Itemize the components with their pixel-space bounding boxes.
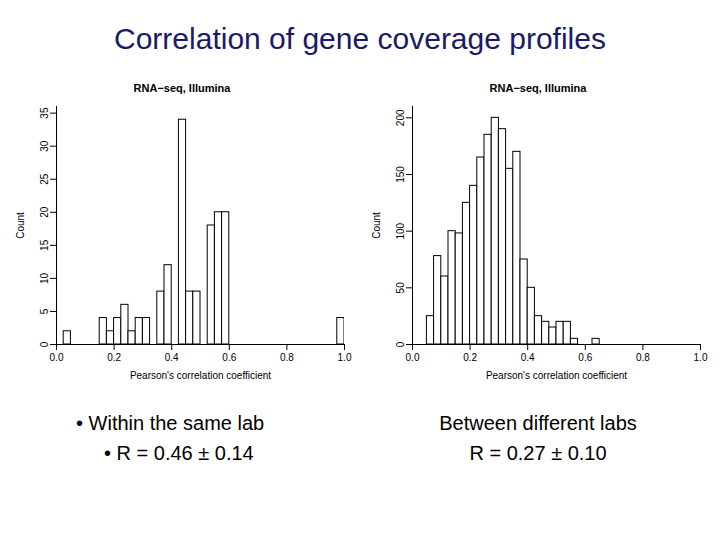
svg-text:25: 25 bbox=[39, 173, 50, 185]
html-text:RNA−seq, Illumina: RNA−seq, Illumina bbox=[489, 82, 587, 94]
svg-text:Count: Count bbox=[371, 212, 382, 239]
svg-text:0: 0 bbox=[395, 341, 406, 347]
svg-text:0.4: 0.4 bbox=[165, 352, 179, 363]
svg-text:0.6: 0.6 bbox=[578, 352, 592, 363]
svg-text:0.0: 0.0 bbox=[406, 352, 420, 363]
html-text:• Within the same lab: • Within the same lab bbox=[76, 412, 265, 434]
svg-text:0.6: 0.6 bbox=[222, 352, 236, 363]
svg-text:10: 10 bbox=[39, 272, 50, 284]
html-text:Between different labs: Between different labs bbox=[439, 412, 637, 434]
html-text:• R = 0.46 ± 0.14: • R = 0.46 ± 0.14 bbox=[104, 442, 254, 464]
svg-text:0.2: 0.2 bbox=[107, 352, 121, 363]
svg-text:0.0: 0.0 bbox=[50, 352, 64, 363]
svg-text:200: 200 bbox=[395, 109, 406, 126]
svg-text:15: 15 bbox=[39, 239, 50, 251]
svg-text:0: 0 bbox=[39, 341, 50, 347]
svg-text:Pearson's correlation coeffici: Pearson's correlation coefficient bbox=[486, 370, 627, 381]
html-text:RNA−seq, Illumina: RNA−seq, Illumina bbox=[133, 82, 231, 94]
svg-text:5: 5 bbox=[39, 308, 50, 314]
svg-text:1.0: 1.0 bbox=[694, 352, 708, 363]
svg-text:30: 30 bbox=[39, 140, 50, 152]
svg-text:Count: Count bbox=[15, 212, 26, 239]
html-text:R = 0.27 ± 0.10: R = 0.27 ± 0.10 bbox=[469, 442, 607, 464]
svg-text:20: 20 bbox=[39, 206, 50, 218]
svg-text:0.2: 0.2 bbox=[463, 352, 477, 363]
svg-text:1.0: 1.0 bbox=[338, 352, 352, 363]
svg-text:0.8: 0.8 bbox=[636, 352, 650, 363]
svg-text:100: 100 bbox=[395, 222, 406, 239]
svg-text:35: 35 bbox=[39, 107, 50, 119]
svg-text:0.4: 0.4 bbox=[521, 352, 535, 363]
html-text:Correlation of gene coverage p: Correlation of gene coverage profiles bbox=[114, 22, 606, 55]
svg-text:0.8: 0.8 bbox=[280, 352, 294, 363]
svg-text:50: 50 bbox=[395, 282, 406, 294]
svg-text:150: 150 bbox=[395, 166, 406, 183]
svg-text:Pearson's correlation coeffici: Pearson's correlation coefficient bbox=[130, 370, 271, 381]
